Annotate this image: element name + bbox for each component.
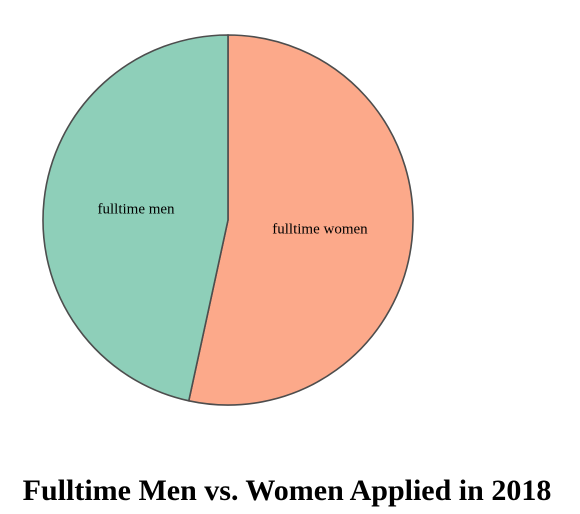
pie-label-fulltime-men: fulltime men (97, 202, 175, 218)
pie-slice-fulltime-men (42, 34, 229, 402)
pie-slice-fulltime-women (187, 34, 414, 406)
pie-slices (42, 34, 414, 406)
chart-title: Fulltime Men vs. Women Applied in 2018 (23, 474, 552, 507)
pie-labels: fulltime women fulltime men (97, 202, 368, 238)
pie-label-fulltime-women: fulltime women (272, 221, 368, 237)
